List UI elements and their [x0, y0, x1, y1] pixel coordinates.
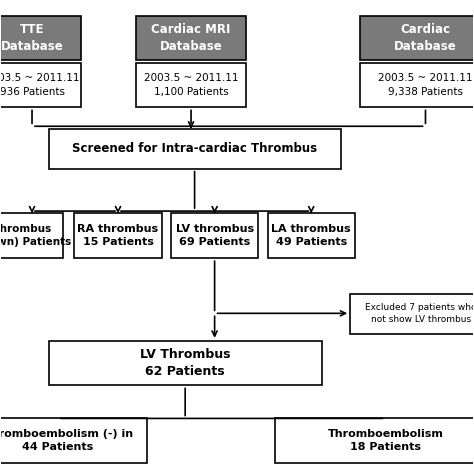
Text: LV thrombus
69 Patients: LV thrombus 69 Patients — [175, 224, 254, 247]
FancyBboxPatch shape — [136, 16, 246, 60]
Text: TTE
Database: TTE Database — [0, 23, 64, 53]
FancyBboxPatch shape — [0, 213, 63, 258]
Text: 2003.5 ~ 2011.11
936 Patients: 2003.5 ~ 2011.11 936 Patients — [0, 73, 79, 97]
Text: Thromboembolism
18 Patients: Thromboembolism 18 Patients — [328, 429, 443, 452]
FancyBboxPatch shape — [48, 341, 322, 385]
FancyBboxPatch shape — [171, 213, 258, 258]
FancyBboxPatch shape — [74, 213, 162, 258]
FancyBboxPatch shape — [136, 63, 246, 108]
FancyBboxPatch shape — [48, 128, 341, 169]
Text: 2003.5 ~ 2011.11
9,338 Patients: 2003.5 ~ 2011.11 9,338 Patients — [378, 73, 473, 97]
FancyBboxPatch shape — [275, 419, 474, 463]
Text: RV thrombus
(unknown) Patients: RV thrombus (unknown) Patients — [0, 224, 71, 247]
Text: Cardiac
Database: Cardiac Database — [394, 23, 457, 53]
FancyBboxPatch shape — [359, 63, 474, 108]
Text: LA thrombus
49 Patients: LA thrombus 49 Patients — [272, 224, 351, 247]
Text: Screened for Intra-cardiac Thrombus: Screened for Intra-cardiac Thrombus — [72, 142, 317, 155]
Text: 2003.5 ~ 2011.11
1,100 Patients: 2003.5 ~ 2011.11 1,100 Patients — [144, 73, 238, 97]
FancyBboxPatch shape — [0, 63, 82, 108]
FancyBboxPatch shape — [268, 213, 355, 258]
FancyBboxPatch shape — [0, 419, 147, 463]
FancyBboxPatch shape — [0, 16, 82, 60]
FancyBboxPatch shape — [359, 16, 474, 60]
Text: Cardiac MRI
Database: Cardiac MRI Database — [151, 23, 231, 53]
Text: Thromboembolism (-) in
44 Patients: Thromboembolism (-) in 44 Patients — [0, 429, 133, 452]
Text: RA thrombus
15 Patients: RA thrombus 15 Patients — [77, 224, 159, 247]
Text: Excluded 7 patients who
not show LV thrombus: Excluded 7 patients who not show LV thro… — [365, 303, 474, 324]
Text: LV Thrombus
62 Patients: LV Thrombus 62 Patients — [140, 348, 230, 378]
FancyBboxPatch shape — [350, 293, 474, 334]
